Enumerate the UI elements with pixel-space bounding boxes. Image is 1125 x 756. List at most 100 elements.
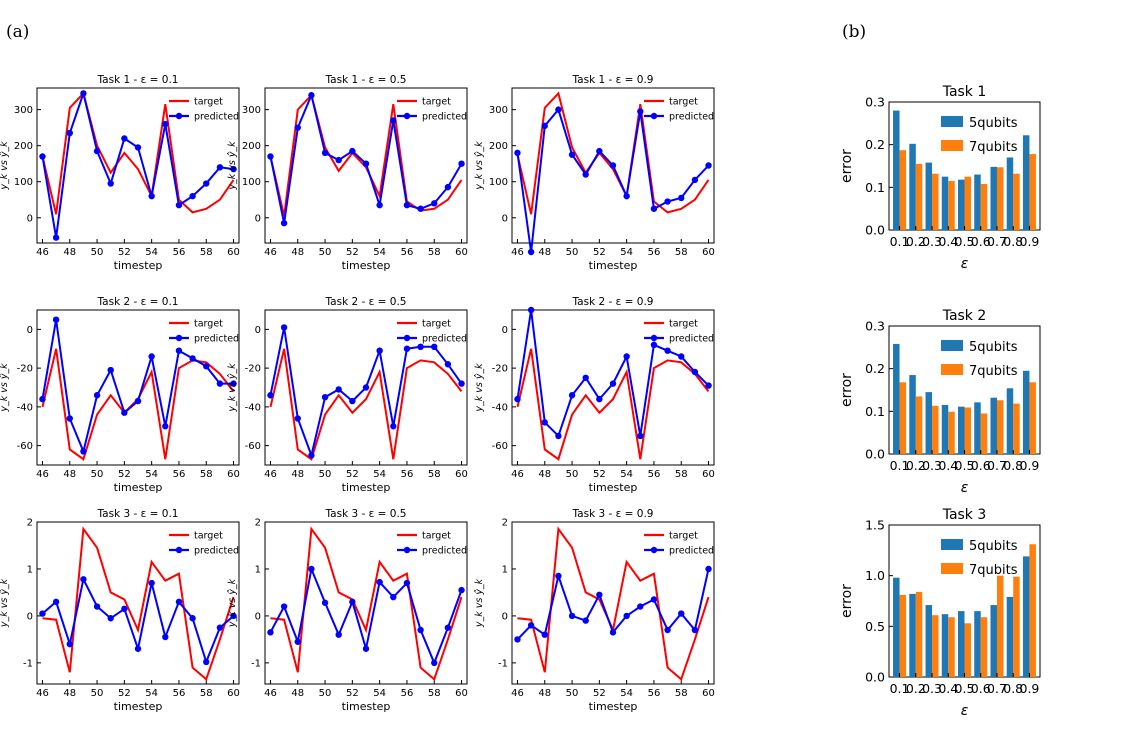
plot-frame: [36, 521, 240, 685]
line-chart-t2e05: Task 2 - ε = 0.5 46 48 50 52 54 56 58 60 -60 -40 -2…: [227, 296, 468, 494]
x-tick-label: 54: [620, 688, 633, 699]
legend-marker-predicted: [650, 546, 658, 554]
data-point-predicted: [417, 626, 424, 634]
data-point-predicted: [431, 200, 438, 207]
data-point-predicted: [555, 572, 562, 580]
x-tick-label: 48: [63, 247, 76, 258]
data-point-predicted: [134, 645, 142, 652]
x-tick-label: 60: [702, 247, 715, 258]
x-tick-label: 58: [675, 688, 688, 699]
data-point-predicted: [134, 397, 142, 405]
data-point-predicted: [267, 392, 274, 399]
x-axis-label: timestep: [342, 259, 391, 272]
x-tick-label: 46: [36, 247, 49, 258]
data-point-predicted: [349, 397, 356, 405]
y-tick-label: -1: [498, 658, 508, 669]
data-point-predicted: [582, 374, 589, 382]
data-point-predicted: [527, 622, 535, 629]
x-tick-label: 48: [291, 469, 304, 480]
y-axis-label: y_k vs ŷ_k: [0, 141, 10, 191]
x-tick-label: 0.9: [1020, 681, 1040, 696]
data-point-predicted: [568, 612, 576, 620]
bar-7qubits: [932, 405, 939, 454]
data-point-predicted: [691, 626, 699, 634]
plot-frame: [511, 87, 715, 244]
y-tick-label: -1: [251, 658, 261, 669]
x-tick-label: 50: [566, 247, 579, 258]
legend-marker-predicted: [175, 112, 183, 120]
y-tick-label: -60: [492, 441, 508, 452]
x-tick-label: 54: [373, 247, 386, 258]
series-line-target: [269, 348, 463, 461]
y-tick-label: 0.5: [865, 619, 885, 634]
legend-marker-predicted: [403, 112, 411, 120]
x-tick-label: 54: [145, 688, 158, 699]
data-point-predicted: [230, 380, 237, 387]
line-chart-t1e01: Task 1 - ε = 0.1 46 48 50 52 54 56 58 60 0 100 200 3…: [0, 74, 240, 272]
bar-5qubits: [974, 611, 981, 677]
bar-7qubits: [915, 396, 923, 454]
x-tick-label: 48: [63, 688, 76, 699]
chart-title: Task 1 - ε = 0.9: [572, 74, 654, 86]
legend-label-target: target: [422, 97, 451, 108]
data-point-predicted: [376, 201, 383, 209]
x-tick-label: 52: [118, 247, 131, 258]
y-tick-label: -60: [245, 441, 261, 452]
y-tick-label: 0.3: [865, 319, 885, 334]
series-line-target: [269, 93, 463, 217]
x-tick-label: 58: [200, 688, 213, 699]
data-point-predicted: [637, 603, 644, 610]
data-point-predicted: [664, 626, 671, 634]
series-line-target: [516, 348, 710, 461]
legend-label-target: target: [669, 97, 698, 108]
x-tick-label: 58: [200, 247, 213, 258]
data-point-predicted: [568, 151, 576, 158]
x-axis-label: timestep: [114, 700, 163, 713]
data-point-predicted: [189, 355, 196, 362]
data-point-predicted: [294, 638, 301, 645]
legend-label-predicted: predicted: [194, 334, 239, 345]
legend-label-5qubits: 5qubits: [969, 340, 1018, 355]
data-point-predicted: [175, 347, 183, 354]
chart-title: Task 1 - ε = 0.1: [97, 74, 179, 86]
data-point-predicted: [623, 353, 630, 360]
data-point-predicted: [403, 201, 411, 209]
x-tick-label: 48: [291, 247, 304, 258]
y-tick-label: 1: [255, 564, 261, 575]
legend-swatch-7qubits: [941, 563, 963, 574]
x-tick-label: 56: [648, 247, 661, 258]
x-axis-label: timestep: [589, 481, 638, 494]
data-point-predicted: [555, 432, 562, 440]
y-tick-label: 1.0: [865, 568, 885, 583]
y-tick-label: 0.1: [865, 404, 885, 419]
bar-7qubits: [996, 575, 1004, 677]
data-point-predicted: [596, 591, 603, 598]
line-chart-t1e09: Task 1 - ε = 0.9 46 48 50 52 54 56 58 60 0 100 200 3…: [474, 74, 715, 272]
bar-5qubits: [925, 392, 933, 454]
data-point-predicted: [403, 579, 411, 587]
x-tick-label: 46: [511, 688, 524, 699]
x-tick-label: 50: [566, 688, 579, 699]
legend-marker-predicted: [650, 112, 658, 120]
y-axis-label: y_k vs ŷ_k: [0, 363, 10, 413]
y-tick-label: 0.3: [865, 95, 885, 110]
plot-frame: [511, 309, 715, 466]
x-tick-label: 0.8: [1003, 681, 1023, 696]
legend-label-target: target: [422, 319, 451, 330]
x-tick-label: 0.7: [987, 681, 1007, 696]
y-tick-label: 0.0: [865, 223, 885, 238]
bar-5qubits: [925, 162, 933, 230]
x-tick-label: 56: [401, 688, 414, 699]
x-tick-label: 50: [91, 247, 104, 258]
data-point-predicted: [678, 353, 685, 360]
data-point-predicted: [121, 409, 128, 416]
bar-5qubits: [1022, 556, 1030, 677]
x-axis-label: timestep: [589, 259, 638, 272]
series-line-target: [41, 91, 235, 215]
legend-marker-predicted: [403, 334, 411, 342]
data-point-predicted: [431, 343, 438, 351]
x-tick-label: 60: [227, 469, 240, 480]
bar-7qubits: [1013, 403, 1020, 454]
legend-label-7qubits: 7qubits: [969, 364, 1018, 379]
